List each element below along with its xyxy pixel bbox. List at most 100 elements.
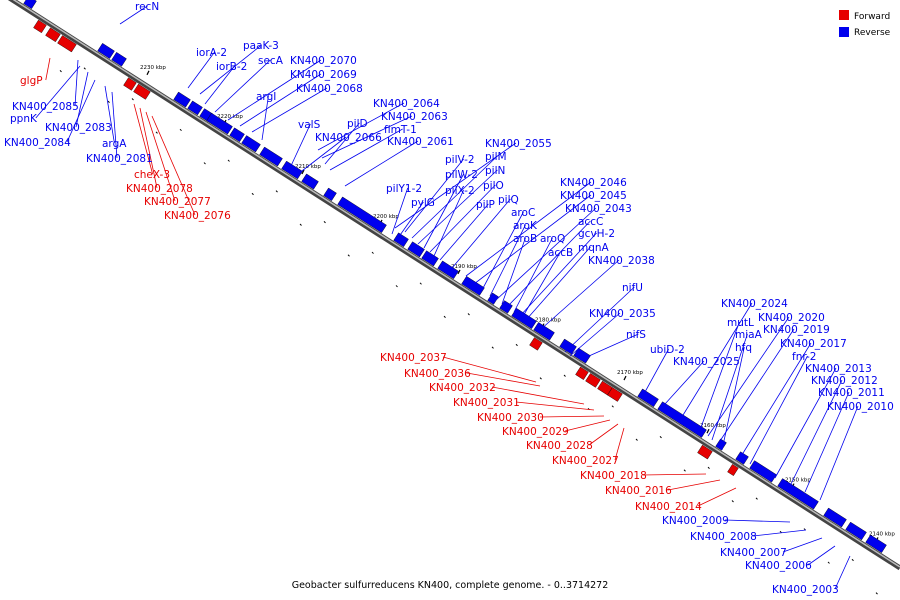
gene-label-kn400-2066: KN400_2066 <box>315 132 382 144</box>
minor-mark <box>59 70 62 73</box>
reverse-leader-line <box>679 302 753 421</box>
reverse-gene-block <box>301 173 319 190</box>
forward-gene-block <box>529 337 543 351</box>
gene-label-miaa: miaA <box>735 329 763 341</box>
gene-label-kn400-2011: KN400_2011 <box>818 387 885 399</box>
legend: Forward Reverse <box>839 10 891 38</box>
reverse-gene-block <box>657 401 707 438</box>
reverse-gene-block <box>865 534 887 553</box>
label-leader-lines <box>35 5 859 590</box>
minor-mark <box>875 592 878 595</box>
gene-label-kn400-2017: KN400_2017 <box>780 338 847 350</box>
genome-backbone <box>7 0 900 571</box>
reverse-gene-block <box>229 127 245 143</box>
reverse-leader-line <box>417 169 498 245</box>
gene-label-kn400-2006: KN400_2006 <box>745 560 812 572</box>
forward-gene-block <box>697 444 713 460</box>
reverse-leader-line <box>119 5 148 25</box>
gene-label-kn400-2010: KN400_2010 <box>827 401 894 413</box>
reverse-gene-block <box>393 232 409 248</box>
forward-gene-block <box>57 35 77 53</box>
reverse-leader-line <box>521 251 561 319</box>
forward-leader-line <box>515 401 595 411</box>
reverse-leader-line <box>501 237 526 305</box>
reverse-gene-block <box>206 112 233 135</box>
reverse-leader-line <box>439 203 489 261</box>
minor-mark <box>347 254 350 257</box>
gene-label-fnr-2: fnr-2 <box>792 351 816 363</box>
forward-gene-block <box>123 77 137 91</box>
gene-label-kn400-2068: KN400_2068 <box>296 83 363 95</box>
gene-label-aroq: aroQ <box>540 233 565 245</box>
reverse-leader-line <box>569 312 621 357</box>
reverse-leader-line <box>74 59 79 107</box>
kbp-tick-label: 2170 kbp <box>617 370 643 376</box>
gene-label-vals: valS <box>298 119 321 131</box>
gene-label-kn400-2037: KN400_2037 <box>380 352 447 364</box>
gene-label-argi: argI <box>256 91 276 103</box>
reverse-gene-block <box>241 135 261 153</box>
kbp-tick <box>457 269 461 275</box>
reverse-leader-line <box>204 65 235 105</box>
reverse-leader-line <box>489 224 526 297</box>
reverse-gene-block <box>499 300 513 314</box>
reverse-leader-line <box>525 246 591 321</box>
reverse-gene-block <box>559 338 577 355</box>
gene-label-pylg: pylG <box>411 197 435 209</box>
minor-mark <box>635 438 638 441</box>
gene-label-kn400-2012: KN400_2012 <box>811 375 878 387</box>
reverse-gene-block <box>173 91 191 108</box>
minor-mark <box>515 343 518 347</box>
reverse-gene-block <box>407 241 425 258</box>
reverse-leader-line <box>481 211 524 291</box>
minor-mark <box>491 346 494 349</box>
reverse-leader-line <box>329 128 403 171</box>
gene-label-pilx-2: pilX-2 <box>445 185 475 197</box>
reverse-leader-line <box>239 73 322 127</box>
reverse-leader-line <box>35 65 81 119</box>
gene-label-kn400-2036: KN400_2036 <box>404 368 471 380</box>
minor-mark <box>203 162 206 165</box>
reverse-leader-line <box>433 189 464 257</box>
gene-label-piln: pilN <box>485 165 505 177</box>
gene-label-kn400-2084: KN400_2084 <box>4 137 71 149</box>
minor-mark <box>683 469 686 472</box>
gene-label-kn400-2035: KN400_2035 <box>589 308 656 320</box>
forward-leader-line <box>539 415 605 418</box>
minor-mark <box>83 67 86 70</box>
gene-label-ubid-2: ubiD-2 <box>650 344 685 356</box>
reverse-leader-line <box>404 158 464 233</box>
map-title: Geobacter sulfurreducens KN400, complete… <box>292 580 609 591</box>
kbp-tick-label: 2220 kbp <box>217 114 243 120</box>
reverse-gene-block <box>97 43 115 59</box>
reverse-leader-line <box>451 198 511 269</box>
reverse-leader-line <box>199 44 262 95</box>
forward-leader-line <box>614 427 625 461</box>
gene-label-iora-2: iorA-2 <box>196 47 227 59</box>
minor-mark <box>539 377 542 380</box>
gene-label-kn400-2064: KN400_2064 <box>373 98 440 110</box>
reverse-leader-line <box>699 321 740 431</box>
forward-leader-line <box>588 423 619 446</box>
minor-mark <box>155 131 158 134</box>
minor-mark <box>827 561 830 564</box>
reverse-leader-line <box>261 95 269 141</box>
forward-gene-block <box>607 387 623 402</box>
minor-mark <box>851 558 854 562</box>
gene-label-kn400-2009: KN400_2009 <box>662 515 729 527</box>
reverse-leader-line <box>664 360 705 405</box>
gene-label-paak-3: paaK-3 <box>243 40 279 52</box>
reverse-leader-line <box>789 379 843 487</box>
kbp-tick-label: 2180 kbp <box>535 318 561 324</box>
reverse-leader-line <box>834 555 851 590</box>
gene-label-kn400-2085: KN400_2085 <box>12 101 79 113</box>
reverse-leader-line <box>711 333 748 441</box>
kbp-tick-label: 2200 kbp <box>373 214 399 220</box>
gene-label-seca: secA <box>258 55 284 67</box>
reverse-leader-line <box>214 59 271 113</box>
reverse-leader-line <box>724 519 791 523</box>
gene-label-kn400-2013: KN400_2013 <box>805 363 872 375</box>
gene-label-kn400-2016: KN400_2016 <box>605 485 672 497</box>
reverse-leader-line <box>411 155 498 239</box>
